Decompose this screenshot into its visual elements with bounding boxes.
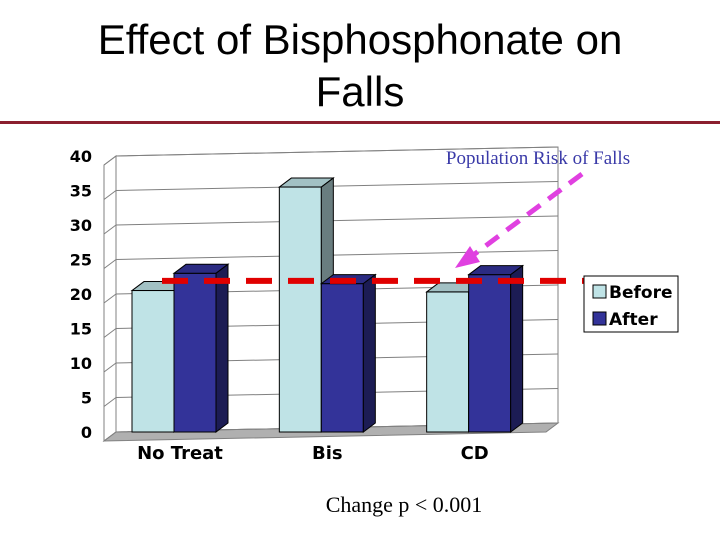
annotation-arrow-shaft	[470, 171, 584, 259]
legend-label: Before	[609, 283, 672, 303]
p-value-note: Change p < 0.001	[325, 492, 483, 517]
gridline	[115, 181, 559, 191]
gridline-side	[103, 259, 117, 269]
bar-side	[362, 273, 376, 433]
gridline-side	[103, 397, 117, 407]
annotation-arrow-head	[455, 246, 480, 268]
x-category-label: Bis	[312, 443, 343, 464]
gridline-side	[103, 328, 117, 338]
y-tick-label: 20	[70, 285, 92, 304]
x-category-label: No Treat	[137, 443, 223, 464]
y-tick-label: 5	[81, 389, 92, 408]
y-tick-label: 25	[70, 251, 92, 270]
legend: Before After	[583, 275, 679, 333]
bar-side	[510, 264, 524, 433]
legend-label: After	[609, 310, 658, 330]
bar-front	[173, 272, 217, 433]
x-axis-categories: No Treat Bis CD	[137, 443, 489, 464]
bar-side	[215, 263, 229, 433]
bar-front	[131, 290, 175, 433]
y-axis-ticks: 0 5 10 15 20 25 30 35 40	[70, 147, 92, 442]
y-tick-label: 0	[81, 423, 92, 442]
gridline	[115, 146, 559, 157]
gridline-side	[103, 190, 117, 200]
y-tick-label: 10	[70, 354, 92, 373]
legend-swatch	[592, 284, 607, 299]
bar-front	[426, 291, 470, 433]
y-tick-label: 35	[70, 182, 92, 201]
population-risk-label: Population Risk of Falls	[446, 148, 630, 169]
gridline-side	[103, 362, 117, 373]
gridline-side	[103, 224, 117, 235]
reference-line-group: Population Risk of Falls	[162, 148, 630, 284]
bar-front	[320, 283, 364, 433]
gridline	[115, 250, 559, 260]
y-tick-label: 30	[70, 216, 92, 235]
y-tick-label: 40	[70, 147, 92, 166]
y-tick-label: 15	[70, 320, 92, 339]
title-divider	[0, 121, 720, 124]
x-category-label: CD	[461, 443, 489, 464]
bar-front	[278, 186, 322, 433]
gridline-side	[103, 155, 117, 166]
title-line-1: Effect of Bisphosphonate on	[97, 16, 623, 63]
gridline-side	[103, 293, 117, 304]
title-line-2: Falls	[315, 68, 405, 115]
legend-swatch	[592, 311, 607, 326]
slide-title: Effect of Bisphosphonate on Falls	[0, 14, 720, 118]
gridline-side	[103, 431, 117, 442]
bar-front	[468, 274, 512, 433]
gridline	[115, 215, 559, 226]
bars	[130, 177, 525, 433]
